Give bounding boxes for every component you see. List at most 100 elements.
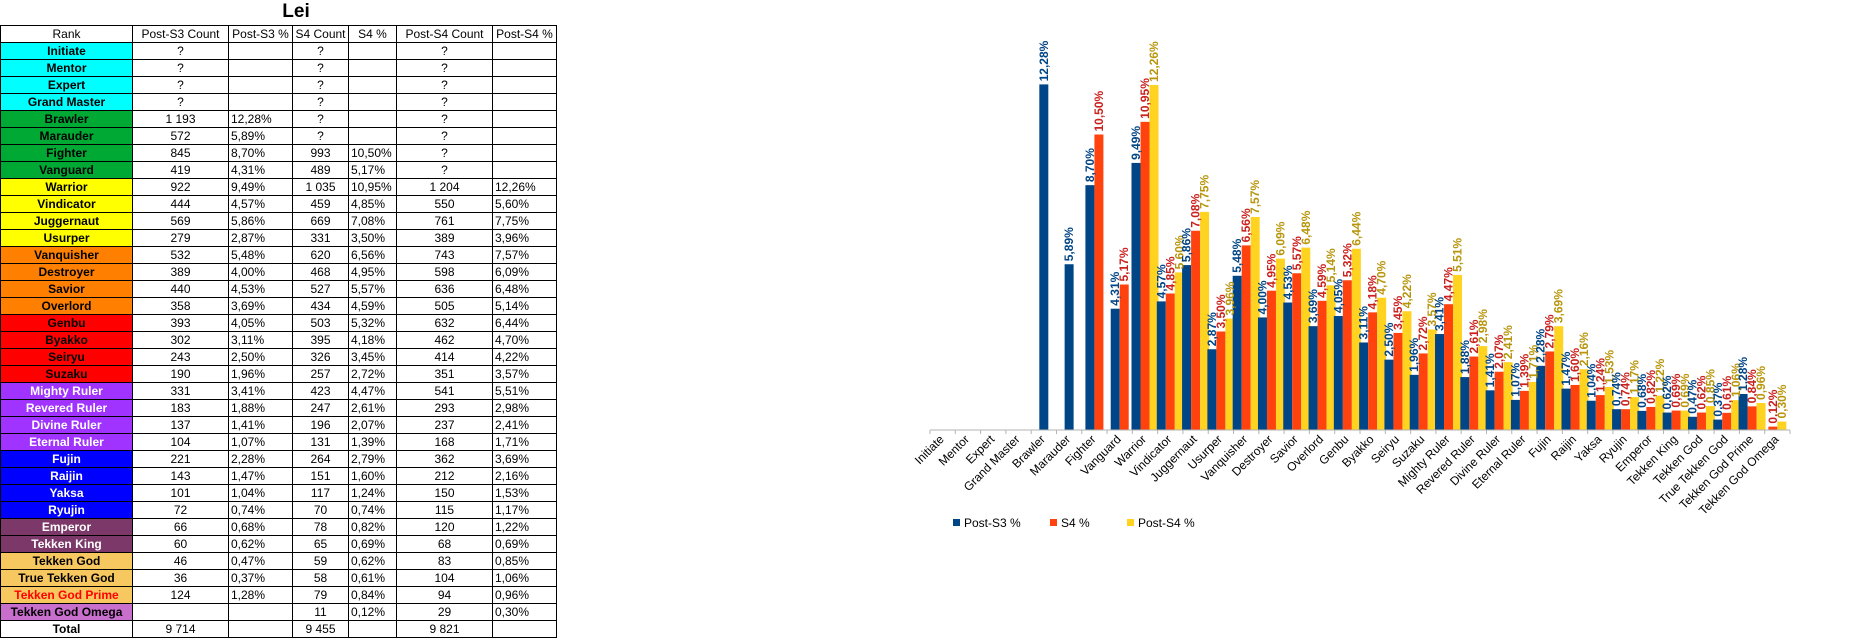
bar[interactable]	[1510, 399, 1520, 430]
s4-count-cell[interactable]: 489	[292, 161, 349, 179]
post-s3-pct-cell[interactable]: 1,07%	[228, 433, 293, 451]
post-s3-count-cell[interactable]: 183	[132, 399, 229, 417]
rank-cell[interactable]: Tekken God Prime	[0, 586, 133, 604]
s4-count-cell[interactable]: 131	[292, 433, 349, 451]
bar[interactable]	[1333, 316, 1343, 430]
post-s4-count-cell[interactable]: 104	[396, 569, 493, 587]
bar[interactable]	[1308, 326, 1318, 430]
s4-count-cell[interactable]: 434	[292, 297, 349, 315]
rank-cell[interactable]: Fujin	[0, 450, 133, 468]
bar[interactable]	[1722, 412, 1732, 430]
rank-cell[interactable]: Brawler	[0, 110, 133, 128]
post-s3-pct-cell[interactable]	[228, 76, 293, 94]
bar[interactable]	[1469, 356, 1479, 430]
post-s3-count-cell[interactable]: 36	[132, 569, 229, 587]
post-s3-count-cell[interactable]: 393	[132, 314, 229, 332]
post-s4-count-cell[interactable]: ?	[396, 76, 493, 94]
post-s3-count-cell[interactable]: 101	[132, 484, 229, 502]
bar[interactable]	[1747, 406, 1757, 430]
s4-pct-cell[interactable]: 4,18%	[348, 331, 397, 349]
post-s3-count-cell[interactable]: 444	[132, 195, 229, 213]
s4-count-cell[interactable]: ?	[292, 42, 349, 60]
rank-cell[interactable]: Emperor	[0, 518, 133, 536]
post-s3-count-cell[interactable]: 104	[132, 433, 229, 451]
bar[interactable]	[1351, 248, 1361, 430]
post-s4-pct-cell[interactable]	[492, 127, 557, 145]
header-post-s3-pct[interactable]: Post-S3 %	[228, 25, 293, 43]
bar[interactable]	[1444, 304, 1454, 430]
bar[interactable]	[1085, 185, 1095, 430]
post-s4-pct-cell[interactable]: 7,75%	[492, 212, 557, 230]
s4-pct-cell[interactable]: 4,85%	[348, 195, 397, 213]
rank-cell[interactable]: Vanquisher	[0, 246, 133, 264]
post-s4-count-cell[interactable]: 150	[396, 484, 493, 502]
total-post-s3-count[interactable]: 9 714	[132, 620, 229, 638]
bar[interactable]	[1554, 326, 1564, 430]
rank-cell[interactable]: Overlord	[0, 297, 133, 315]
post-s3-pct-cell[interactable]	[228, 42, 293, 60]
rank-cell[interactable]: Initiate	[0, 42, 133, 60]
bar[interactable]	[1182, 265, 1192, 430]
s4-count-cell[interactable]: ?	[292, 59, 349, 77]
post-s4-count-cell[interactable]: 761	[396, 212, 493, 230]
s4-count-cell[interactable]: 196	[292, 416, 349, 434]
post-s3-count-cell[interactable]: 1 193	[132, 110, 229, 128]
bar[interactable]	[1655, 395, 1665, 430]
post-s3-pct-cell[interactable]: 0,74%	[228, 501, 293, 519]
post-s4-pct-cell[interactable]: 7,57%	[492, 246, 557, 264]
post-s3-pct-cell[interactable]: 8,70%	[228, 144, 293, 162]
post-s4-count-cell[interactable]: 115	[396, 501, 493, 519]
bar[interactable]	[1165, 293, 1175, 430]
post-s4-pct-cell[interactable]: 0,30%	[492, 603, 557, 621]
s4-pct-cell[interactable]: 1,39%	[348, 433, 397, 451]
s4-pct-cell[interactable]: 2,79%	[348, 450, 397, 468]
post-s4-pct-cell[interactable]: 1,17%	[492, 501, 557, 519]
bar[interactable]	[1536, 365, 1546, 430]
s4-count-cell[interactable]: 70	[292, 501, 349, 519]
s4-count-cell[interactable]: ?	[292, 93, 349, 111]
rank-cell[interactable]: Savior	[0, 280, 133, 298]
post-s4-count-cell[interactable]: 68	[396, 535, 493, 553]
post-s4-count-cell[interactable]: 362	[396, 450, 493, 468]
post-s3-count-cell[interactable]: 358	[132, 297, 229, 315]
post-s3-pct-cell[interactable]: 3,11%	[228, 331, 293, 349]
s4-pct-cell[interactable]: 3,50%	[348, 229, 397, 247]
bar[interactable]	[1595, 395, 1605, 430]
bar[interactable]	[1687, 416, 1697, 430]
s4-count-cell[interactable]: ?	[292, 110, 349, 128]
bar[interactable]	[1131, 162, 1141, 431]
s4-pct-cell[interactable]: 5,32%	[348, 314, 397, 332]
post-s3-pct-cell[interactable]: 1,28%	[228, 586, 293, 604]
post-s4-pct-cell[interactable]	[492, 93, 557, 111]
post-s4-pct-cell[interactable]	[492, 144, 557, 162]
rank-cell[interactable]: Tekken King	[0, 535, 133, 553]
bar[interactable]	[1453, 274, 1463, 430]
header-post-s3-count[interactable]: Post-S3 Count	[132, 25, 229, 43]
s4-pct-cell[interactable]	[348, 76, 397, 94]
post-s3-pct-cell[interactable]: 2,28%	[228, 450, 293, 468]
bar[interactable]	[1149, 84, 1159, 430]
bar[interactable]	[1094, 134, 1104, 431]
bar[interactable]	[1756, 402, 1766, 430]
post-s4-pct-cell[interactable]: 3,69%	[492, 450, 557, 468]
post-s3-count-cell[interactable]: 331	[132, 382, 229, 400]
post-s4-pct-cell[interactable]: 6,44%	[492, 314, 557, 332]
post-s3-pct-cell[interactable]: 4,31%	[228, 161, 293, 179]
bar[interactable]	[1604, 386, 1614, 430]
post-s4-count-cell[interactable]: 293	[396, 399, 493, 417]
post-s3-count-cell[interactable]: 532	[132, 246, 229, 264]
s4-pct-cell[interactable]: 0,84%	[348, 586, 397, 604]
bar[interactable]	[1671, 410, 1681, 430]
bar[interactable]	[1377, 297, 1387, 430]
post-s4-count-cell[interactable]: ?	[396, 110, 493, 128]
post-s3-pct-cell[interactable]: 5,86%	[228, 212, 293, 230]
s4-pct-cell[interactable]	[348, 110, 397, 128]
post-s3-count-cell[interactable]: ?	[132, 59, 229, 77]
post-s4-count-cell[interactable]: ?	[396, 59, 493, 77]
rank-cell[interactable]: Divine Ruler	[0, 416, 133, 434]
post-s4-count-cell[interactable]: 598	[396, 263, 493, 281]
rank-cell[interactable]: Vindicator	[0, 195, 133, 213]
post-s3-pct-cell[interactable]: 2,50%	[228, 348, 293, 366]
rank-cell[interactable]: Mentor	[0, 59, 133, 77]
bar[interactable]	[1216, 331, 1226, 431]
